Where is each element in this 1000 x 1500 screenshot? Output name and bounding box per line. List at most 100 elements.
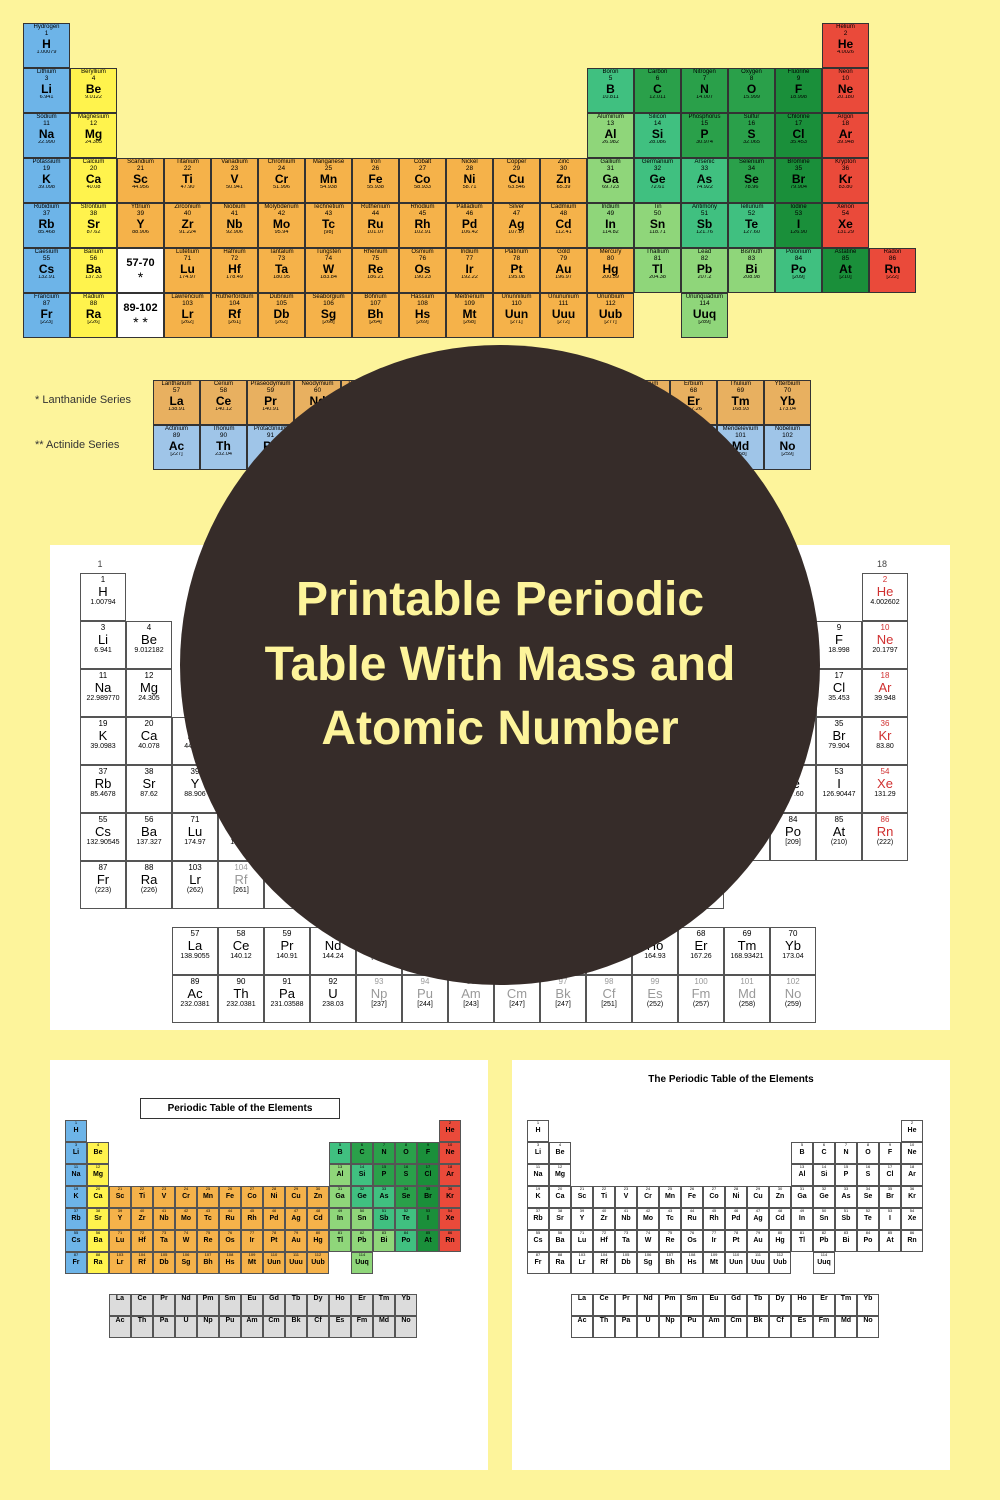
element-cell-Os: Osmium76Os190.23 [399, 248, 446, 293]
mini-cell-Ga: 31Ga [791, 1186, 813, 1208]
mini-cell-Tm: Tm [835, 1294, 857, 1316]
mini-cell-Sb: 51Sb [373, 1208, 395, 1230]
bw-cell-Ar: 18Ar39.948 [862, 669, 908, 717]
mini-cell-Pa: Pa [615, 1316, 637, 1338]
mini-cell-At: 85At [879, 1230, 901, 1252]
mini-cell-Hf: 72Hf [593, 1230, 615, 1252]
element-cell-Kr: Krypton36Kr83.80 [822, 158, 869, 203]
element-cell-Uub: Ununbium112Uub[277] [587, 293, 634, 338]
act-range-box: 89-102* * [117, 293, 164, 338]
bw-cell-Fm: 100Fm(257) [678, 975, 724, 1023]
mini-cell-Te: 52Te [857, 1208, 879, 1230]
element-cell-N: Nitrogen7N14.007 [681, 68, 728, 113]
bw-cell-H: 1H1.00794 [80, 573, 126, 621]
bw-cell-No: 102No(259) [770, 975, 816, 1023]
mini-cell-Md: Md [373, 1316, 395, 1338]
element-cell-Ru: Ruthenium44Ru101.07 [352, 203, 399, 248]
bw-cell-Lu: 71Lu174.97 [172, 813, 218, 861]
mini-cell-Ac: Ac [571, 1316, 593, 1338]
bw-cell-Bk: 97Bk[247] [540, 975, 586, 1023]
mini-cell-Sr: 38Sr [87, 1208, 109, 1230]
bw-cell-Be: 4Be9.012182 [126, 621, 172, 669]
bw-cell-Rb: 37Rb85.4678 [80, 765, 126, 813]
mini-cell-Te: 52Te [395, 1208, 417, 1230]
mini-cell-Mt: 109Mt [703, 1252, 725, 1274]
mini-cell-As: 33As [835, 1186, 857, 1208]
element-cell-Cs: Caesium55Cs132.91 [23, 248, 70, 293]
mini-cell-Ac: Ac [109, 1316, 131, 1338]
element-cell-Ar: Argon18Ar39.948 [822, 113, 869, 158]
mini-cell-Rn: 86Rn [901, 1230, 923, 1252]
lan-range-box: 57-70* [117, 248, 164, 293]
mini-cell-Uuq: 114Uuq [813, 1252, 835, 1274]
mini-cell-Zr: 40Zr [593, 1208, 615, 1230]
mini-cell-No: No [857, 1316, 879, 1338]
bw-cell-Pu: 94Pu[244] [402, 975, 448, 1023]
element-cell-Hf: Hafnium72Hf178.49 [211, 248, 258, 293]
mini-cell-Y: 39Y [109, 1208, 131, 1230]
element-cell-Re: Rhenium75Re186.21 [352, 248, 399, 293]
bw-cell-Fr: 87Fr(223) [80, 861, 126, 909]
group-header-18: 18 [862, 559, 902, 569]
mini-cell-Uub: 112Uub [769, 1252, 791, 1274]
mini-cell-Xe: 54Xe [901, 1208, 923, 1230]
element-cell-V: Vanadium23V50.941 [211, 158, 258, 203]
mini-cell-Cr: 24Cr [175, 1186, 197, 1208]
mini-cell-Bk: Bk [285, 1316, 307, 1338]
element-cell-Uuu: Unununium111Uuu[272] [540, 293, 587, 338]
mini-cell-Pr: Pr [615, 1294, 637, 1316]
mini-cell-Dy: Dy [769, 1294, 791, 1316]
mini-cell-Ba: 56Ba [87, 1230, 109, 1252]
mini-cell-Ge: 32Ge [351, 1186, 373, 1208]
mini-cell-Sn: 50Sn [813, 1208, 835, 1230]
bw-cell-Sr: 38Sr87.62 [126, 765, 172, 813]
element-cell-Se: Selenium34Se78.96 [728, 158, 775, 203]
element-cell-Sc: Scandium21Sc44.956 [117, 158, 164, 203]
element-cell-La: Lanthanum57La138.91 [153, 380, 200, 425]
bw-cell-U: 92U238.03 [310, 975, 356, 1023]
element-cell-As: Arsenic33As74.922 [681, 158, 728, 203]
element-cell-Fe: Iron26Fe55.938 [352, 158, 399, 203]
element-cell-In: Indium49In114.82 [587, 203, 634, 248]
mini-cell-Hg: 80Hg [307, 1230, 329, 1252]
mini-cell-Bk: Bk [747, 1316, 769, 1338]
mini-cell-Cd: 48Cd [307, 1208, 329, 1230]
element-cell-Au: Gold79Au196.97 [540, 248, 587, 293]
element-cell-B: Boron5B10.811 [587, 68, 634, 113]
mini-cell-He: 2He [901, 1120, 923, 1142]
mini-cell-Am: Am [703, 1316, 725, 1338]
mini-cell-Fr: 87Fr [65, 1252, 87, 1274]
bw-cell-Cl: 17Cl35.453 [816, 669, 862, 717]
mini-cell-Ni: 28Ni [263, 1186, 285, 1208]
bw-cell-Na: 11Na22.989770 [80, 669, 126, 717]
mini-cell-Cl: 17Cl [879, 1164, 901, 1186]
mini-cell-La: La [109, 1294, 131, 1316]
mini-cell-Pm: Pm [197, 1294, 219, 1316]
mini-cell-B: 5B [329, 1142, 351, 1164]
mini-cell-Am: Am [241, 1316, 263, 1338]
mini-cell-F: 9F [417, 1142, 439, 1164]
mini-cell-Zr: 40Zr [131, 1208, 153, 1230]
mini-cell-C: 6C [351, 1142, 373, 1164]
bw-cell-Li: 3Li6.941 [80, 621, 126, 669]
mini-cell-V: 23V [615, 1186, 637, 1208]
element-cell-O: Oxygen8O15.999 [728, 68, 775, 113]
periodic-table-mini-right: The Periodic Table of the Elements 1H2He… [512, 1060, 950, 1470]
element-cell-Sg: Seaborgium106Sg[266] [305, 293, 352, 338]
element-cell-Lr: Lawrencium103Lr[262] [164, 293, 211, 338]
element-cell-Fr: Francium87Fr[223] [23, 293, 70, 338]
mini-cell-Ag: 47Ag [747, 1208, 769, 1230]
mini-cell-Ho: Ho [329, 1294, 351, 1316]
element-cell-Ti: Titanium22Ti47.90 [164, 158, 211, 203]
mini-cell-Bi: 83Bi [835, 1230, 857, 1252]
mini-cell-Fm: Fm [351, 1316, 373, 1338]
mini-cell-Bh: 107Bh [197, 1252, 219, 1274]
mini-cell-Ho: Ho [791, 1294, 813, 1316]
mini-cell-Nb: 41Nb [153, 1208, 175, 1230]
mini-cell-Cd: 48Cd [769, 1208, 791, 1230]
mini-cell-Er: Er [813, 1294, 835, 1316]
mini-cell-Gd: Gd [725, 1294, 747, 1316]
mini-cell-Kr: 36Kr [439, 1186, 461, 1208]
group-header-1: 1 [80, 559, 120, 569]
mini-cell-Ne: 10Ne [439, 1142, 461, 1164]
